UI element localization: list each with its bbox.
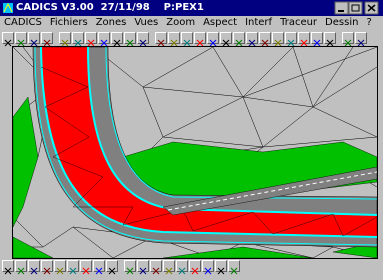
app-icon bbox=[1, 0, 15, 16]
tool-icon bbox=[81, 266, 91, 276]
tool-button[interactable] bbox=[15, 260, 27, 272]
tool-button[interactable] bbox=[41, 32, 53, 44]
tool-button[interactable] bbox=[41, 260, 53, 272]
menu-item[interactable]: Traceur bbox=[276, 16, 321, 30]
menu-item[interactable]: Vues bbox=[130, 16, 162, 30]
tool-button[interactable] bbox=[228, 260, 240, 272]
tool-button[interactable] bbox=[285, 32, 297, 44]
tool-button[interactable] bbox=[298, 32, 310, 44]
menu-item[interactable]: Aspect bbox=[199, 16, 241, 30]
tool-button[interactable] bbox=[176, 260, 188, 272]
tool-button[interactable] bbox=[124, 32, 136, 44]
tool-icon bbox=[125, 266, 135, 276]
tool-button[interactable] bbox=[28, 260, 40, 272]
drawing-area bbox=[12, 46, 378, 259]
tool-icon bbox=[177, 266, 187, 276]
tool-button[interactable] bbox=[259, 32, 271, 44]
tool-button[interactable] bbox=[215, 260, 227, 272]
tool-button[interactable] bbox=[54, 260, 66, 272]
tool-button[interactable] bbox=[342, 32, 354, 44]
tool-icon bbox=[203, 266, 213, 276]
tool-button[interactable] bbox=[124, 260, 136, 272]
tool-button[interactable] bbox=[59, 32, 71, 44]
menu-item[interactable]: CADICS bbox=[0, 16, 46, 30]
tool-button[interactable] bbox=[2, 260, 14, 272]
tool-button[interactable] bbox=[28, 32, 40, 44]
tool-icon bbox=[229, 266, 239, 276]
menu-item[interactable]: Zoom bbox=[162, 16, 199, 30]
tool-icon bbox=[16, 266, 26, 276]
tool-button[interactable] bbox=[168, 32, 180, 44]
tool-icon bbox=[42, 266, 52, 276]
mesh-drawing bbox=[13, 47, 377, 258]
tool-button[interactable] bbox=[85, 32, 97, 44]
tool-button[interactable] bbox=[324, 32, 336, 44]
tool-icon bbox=[29, 266, 39, 276]
menu-item[interactable]: Dessin bbox=[321, 16, 362, 30]
menu-item[interactable]: Zones bbox=[92, 16, 131, 30]
tool-icon bbox=[107, 266, 117, 276]
tool-icon bbox=[138, 266, 148, 276]
toolbar bbox=[2, 31, 381, 46]
tool-button[interactable] bbox=[246, 32, 258, 44]
tool-button[interactable] bbox=[72, 32, 84, 44]
tool-button[interactable] bbox=[194, 32, 206, 44]
tool-button[interactable] bbox=[233, 32, 245, 44]
tool-button[interactable] bbox=[272, 32, 284, 44]
tool-icon bbox=[151, 266, 161, 276]
tool-button[interactable] bbox=[2, 32, 14, 44]
menu-item[interactable]: Fichiers bbox=[46, 16, 92, 30]
application-window: CADICS V3.00 27/11/98 P:PEX1 CADICSFichi… bbox=[0, 0, 383, 273]
tool-button[interactable] bbox=[355, 32, 367, 44]
menu-item[interactable]: ? bbox=[362, 16, 375, 30]
window-title: CADICS V3.00 27/11/98 P:PEX1 bbox=[16, 0, 204, 16]
tool-button[interactable] bbox=[80, 260, 92, 272]
tool-icon bbox=[3, 266, 13, 276]
tool-icon bbox=[216, 266, 226, 276]
tool-button[interactable] bbox=[137, 260, 149, 272]
tool-icon bbox=[55, 266, 65, 276]
bottom-toolbar bbox=[2, 259, 381, 274]
tool-icon bbox=[190, 266, 200, 276]
tool-icon bbox=[94, 266, 104, 276]
tool-button[interactable] bbox=[202, 260, 214, 272]
tool-button[interactable] bbox=[67, 260, 79, 272]
window-controls[interactable] bbox=[333, 0, 381, 16]
tool-icon bbox=[164, 266, 174, 276]
tool-button[interactable] bbox=[220, 32, 232, 44]
tool-button[interactable] bbox=[311, 32, 323, 44]
tool-button[interactable] bbox=[150, 260, 162, 272]
tool-button[interactable] bbox=[207, 32, 219, 44]
tool-button[interactable] bbox=[189, 260, 201, 272]
tool-button[interactable] bbox=[181, 32, 193, 44]
tool-button[interactable] bbox=[155, 32, 167, 44]
title-bar: CADICS V3.00 27/11/98 P:PEX1 bbox=[0, 0, 383, 16]
tool-icon bbox=[68, 266, 78, 276]
tool-button[interactable] bbox=[111, 32, 123, 44]
tool-button[interactable] bbox=[137, 32, 149, 44]
tool-button[interactable] bbox=[106, 260, 118, 272]
tool-button[interactable] bbox=[93, 260, 105, 272]
tool-button[interactable] bbox=[163, 260, 175, 272]
menu-item[interactable]: Interf bbox=[241, 16, 276, 30]
tool-button[interactable] bbox=[98, 32, 110, 44]
tool-button[interactable] bbox=[15, 32, 27, 44]
